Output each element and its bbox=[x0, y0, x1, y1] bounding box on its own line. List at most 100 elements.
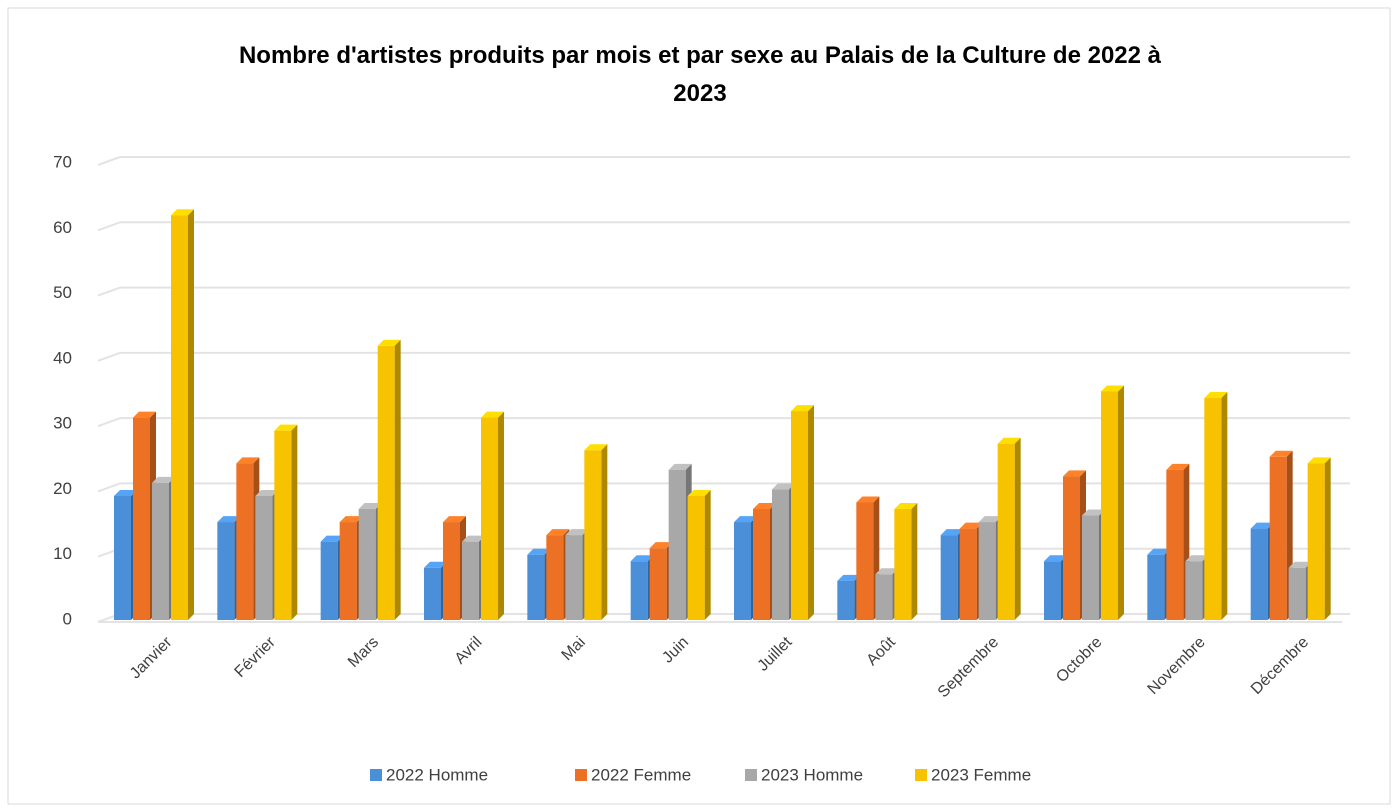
bar-top bbox=[630, 555, 654, 562]
bar-front bbox=[940, 535, 958, 620]
bar-top bbox=[772, 483, 795, 490]
y-tick-label: 20 bbox=[53, 479, 72, 498]
bar-front bbox=[377, 345, 395, 620]
bar-top bbox=[1082, 509, 1105, 516]
bar-front bbox=[255, 495, 273, 620]
bar-top bbox=[171, 209, 194, 216]
bar-front bbox=[424, 567, 441, 620]
chart-border bbox=[7, 7, 1391, 805]
bar-top bbox=[668, 463, 692, 470]
bar-top bbox=[274, 424, 298, 431]
bar-top bbox=[997, 437, 1021, 444]
bar-front bbox=[1063, 476, 1080, 620]
bar-front bbox=[1307, 463, 1325, 620]
grid-line bbox=[97, 417, 121, 428]
bar-front bbox=[481, 417, 498, 620]
bar-front bbox=[734, 522, 751, 620]
bar-front bbox=[978, 522, 996, 620]
bar-front bbox=[1250, 528, 1268, 620]
bar-front bbox=[584, 450, 602, 620]
bar bbox=[274, 424, 298, 620]
bar-top bbox=[791, 405, 814, 412]
bar-front bbox=[274, 430, 292, 620]
bar-front bbox=[894, 509, 912, 620]
bar-front bbox=[791, 411, 808, 620]
bar-front bbox=[1269, 456, 1287, 620]
bar-top bbox=[1147, 548, 1171, 555]
bar-top bbox=[1250, 522, 1274, 529]
grid-line bbox=[97, 221, 121, 232]
y-tick-label: 70 bbox=[53, 152, 72, 171]
bar-front bbox=[668, 469, 686, 620]
bar-side bbox=[1221, 392, 1228, 620]
bar-front bbox=[1082, 515, 1099, 620]
bar-side bbox=[394, 339, 401, 620]
bar-side bbox=[1118, 385, 1124, 620]
bar-top bbox=[940, 529, 964, 536]
bar-top bbox=[424, 561, 447, 568]
legend-swatch bbox=[915, 769, 927, 781]
bar-top bbox=[1185, 555, 1209, 562]
bar bbox=[320, 535, 344, 620]
bar-front bbox=[320, 541, 338, 620]
legend-label: 2022 Homme bbox=[386, 765, 488, 784]
bar-top bbox=[894, 503, 918, 510]
bar-top bbox=[1063, 470, 1086, 477]
bar-top bbox=[133, 411, 156, 418]
legend-swatch bbox=[575, 769, 587, 781]
bar-top bbox=[546, 529, 570, 536]
bar-front bbox=[837, 580, 855, 620]
bar-front bbox=[133, 417, 150, 620]
bar-top bbox=[565, 529, 589, 536]
bar-front bbox=[527, 554, 545, 620]
bar-front bbox=[565, 535, 583, 620]
bar-top bbox=[875, 568, 899, 575]
bar-top bbox=[856, 496, 880, 503]
bar-front bbox=[1147, 554, 1165, 620]
bar-side bbox=[1014, 437, 1021, 620]
bar-side bbox=[498, 411, 504, 620]
bar-front bbox=[1166, 469, 1184, 620]
bar-top bbox=[443, 516, 466, 523]
bar-top bbox=[687, 489, 711, 496]
bar-top bbox=[1307, 457, 1331, 464]
grid-line bbox=[97, 482, 121, 493]
bar-front bbox=[217, 522, 235, 620]
chart-title: Nombre d'artistes produits par mois et p… bbox=[239, 42, 1162, 107]
bar-front bbox=[630, 561, 648, 620]
legend-swatch bbox=[745, 769, 757, 781]
bar-top bbox=[959, 522, 983, 529]
bar-top bbox=[320, 535, 344, 542]
bar bbox=[894, 503, 918, 620]
bar-front bbox=[875, 574, 893, 620]
bar-side bbox=[808, 405, 814, 620]
bar-front bbox=[546, 535, 564, 620]
bar bbox=[1307, 457, 1331, 620]
bar-top bbox=[217, 516, 241, 523]
bar bbox=[481, 411, 504, 620]
bar-top bbox=[649, 542, 673, 549]
bar-top bbox=[236, 457, 260, 464]
bar-top bbox=[1166, 463, 1190, 470]
bar bbox=[377, 339, 401, 620]
bar-front bbox=[1185, 561, 1203, 620]
bar-top bbox=[152, 476, 175, 483]
y-tick-label: 60 bbox=[53, 218, 72, 237]
bar-side bbox=[704, 489, 711, 620]
bar-top bbox=[1269, 450, 1293, 457]
bar-top bbox=[584, 444, 608, 451]
bar-top bbox=[753, 503, 776, 510]
bar-side bbox=[601, 444, 608, 620]
bar-top bbox=[1044, 555, 1067, 562]
y-tick-label: 40 bbox=[53, 348, 72, 367]
bar-front bbox=[997, 443, 1015, 620]
grid-line bbox=[97, 156, 121, 166]
bar-front bbox=[959, 528, 977, 620]
bar-top bbox=[734, 516, 757, 523]
bar-front bbox=[753, 509, 770, 620]
bar-side bbox=[291, 424, 298, 620]
bar-front bbox=[772, 489, 789, 620]
bar bbox=[1204, 392, 1228, 620]
y-tick-label: 10 bbox=[53, 544, 72, 563]
bar-top bbox=[527, 548, 551, 555]
